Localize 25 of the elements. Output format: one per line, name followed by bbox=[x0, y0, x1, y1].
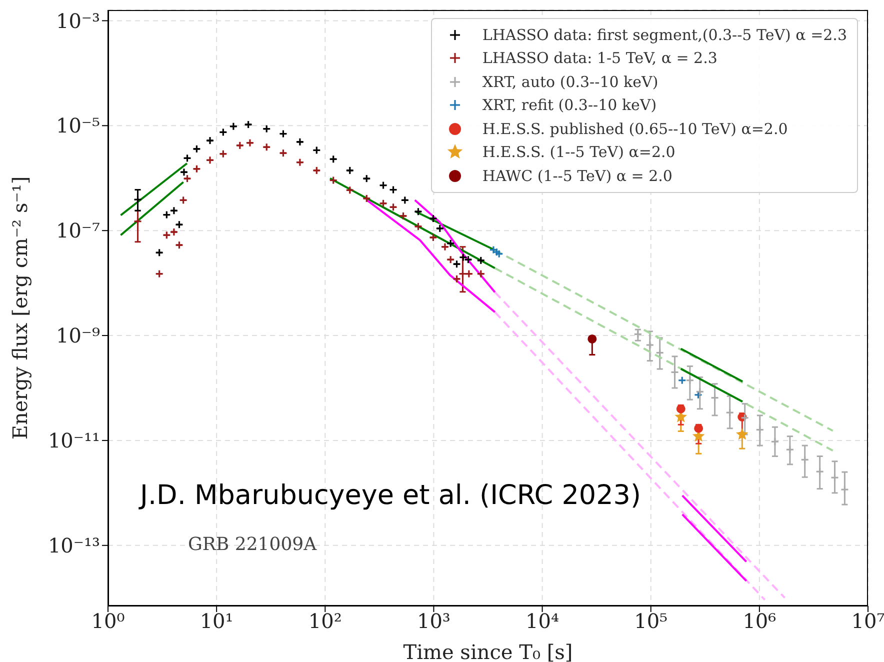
legend-label: H.E.S.S. published (0.65--10 TeV) α=2.0 bbox=[482, 120, 788, 138]
x-tick-label: 10⁴ bbox=[526, 609, 560, 634]
y-tick-label: 10⁻³ bbox=[56, 8, 100, 33]
legend-label: LHASSO data: first segment,(0.3--5 TeV) α =2.3 bbox=[482, 26, 847, 44]
annotation: J.D. Mbarubucyeye et al. (ICRC 2023) bbox=[140, 480, 641, 511]
legend-label: XRT, refit (0.3--10 keV) bbox=[482, 96, 657, 114]
x-tick-label: 10³ bbox=[416, 609, 450, 634]
y-tick-label: 10⁻⁵ bbox=[56, 114, 100, 138]
x-tick-label: 10¹ bbox=[200, 609, 234, 634]
legend-label: XRT, auto (0.3--10 keV) bbox=[482, 72, 658, 91]
annotation: GRB 221009A bbox=[188, 534, 317, 555]
x-tick-label: 10⁰ bbox=[91, 609, 125, 634]
y-tick-label: 10⁻⁹ bbox=[56, 324, 100, 348]
legend-label: LHASSO data: 1-5 TeV, α = 2.3 bbox=[482, 49, 718, 68]
legend-label: H.E.S.S. (1--5 TeV) α=2.0 bbox=[482, 143, 676, 162]
x-tick-label: 10⁷ bbox=[851, 609, 884, 634]
y-tick-label: 10⁻⁷ bbox=[56, 218, 100, 243]
x-tick-label: 10² bbox=[308, 609, 342, 634]
y-tick-label: 10⁻¹¹ bbox=[48, 428, 100, 453]
x-tick-label: 10⁶ bbox=[742, 609, 776, 634]
y-tick-label: 10⁻¹³ bbox=[48, 534, 100, 558]
y-axis-title: Energy flux [erg cm⁻² s⁻¹] bbox=[8, 176, 32, 440]
legend-label: HAWC (1--5 TeV) α = 2.0 bbox=[482, 166, 672, 185]
x-axis-title: Time since T₀ [s] bbox=[403, 640, 573, 662]
x-tick-label: 10⁵ bbox=[634, 609, 668, 634]
